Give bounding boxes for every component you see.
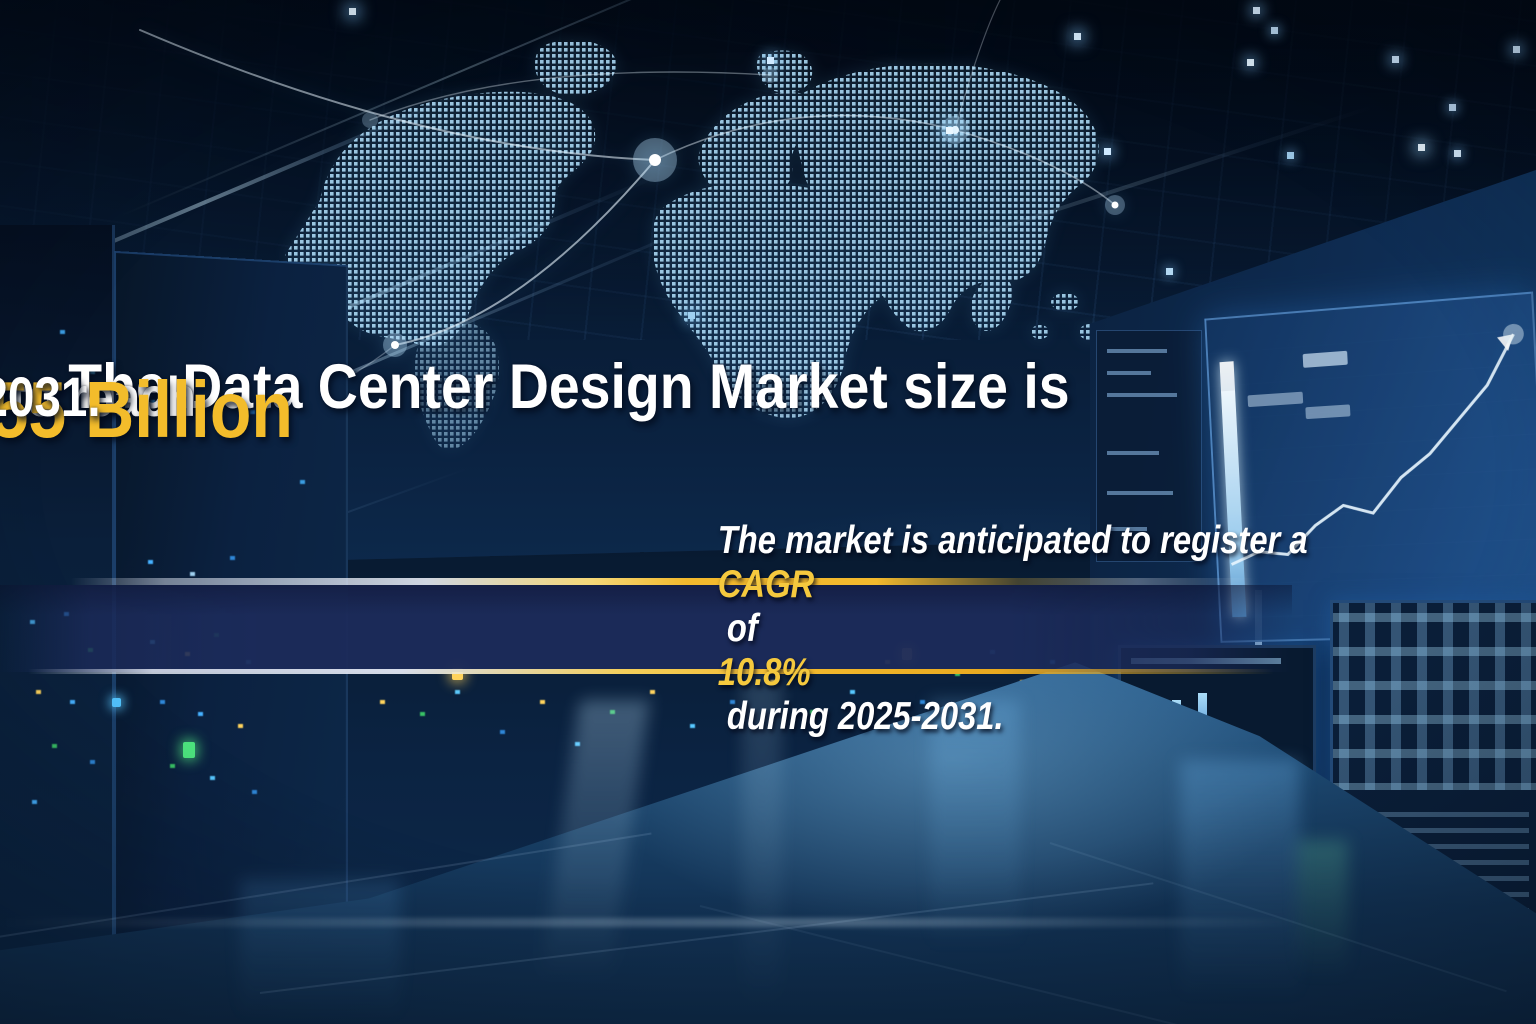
amber-led bbox=[452, 668, 463, 680]
floor-light-band bbox=[0, 918, 1536, 927]
glow-nodes bbox=[362, 67, 1125, 357]
banner-bottom-accent-line bbox=[28, 669, 1274, 674]
banner-top-accent-line bbox=[70, 578, 1256, 585]
cagr-banner-strip: The market is anticipated to register a … bbox=[0, 519, 1307, 738]
floor-reflection bbox=[1180, 760, 1300, 1000]
banner-mid: of bbox=[717, 606, 767, 650]
green-led bbox=[183, 742, 195, 758]
floor-reflection bbox=[930, 700, 1020, 950]
continents bbox=[285, 39, 1101, 450]
blue-led bbox=[112, 698, 121, 707]
floor-reflection bbox=[742, 680, 782, 1010]
banner-prefix: The market is anticipated to register a bbox=[717, 518, 1317, 562]
floor-reflection-green bbox=[1298, 840, 1348, 980]
headline-line1: The Data Center Design Market size is bbox=[68, 352, 1070, 422]
banner-background bbox=[0, 585, 1292, 672]
side-data-panel bbox=[1096, 330, 1202, 562]
banner-text: The market is anticipated to register a … bbox=[0, 519, 1307, 738]
cagr-rate: 10.8% bbox=[717, 650, 811, 694]
headline-line2-suffix: by 2031. bbox=[0, 365, 101, 428]
market-value-highlight: US$ 715.55 Billion bbox=[0, 365, 293, 454]
banner-suffix: during 2025-2031. bbox=[717, 694, 1004, 738]
floor-reflection bbox=[240, 880, 400, 1020]
cagr-label: CAGR bbox=[717, 562, 814, 606]
headline-line2-prefix: expected to reach bbox=[10, 365, 196, 428]
rack-led-lights bbox=[0, 0, 5, 4]
